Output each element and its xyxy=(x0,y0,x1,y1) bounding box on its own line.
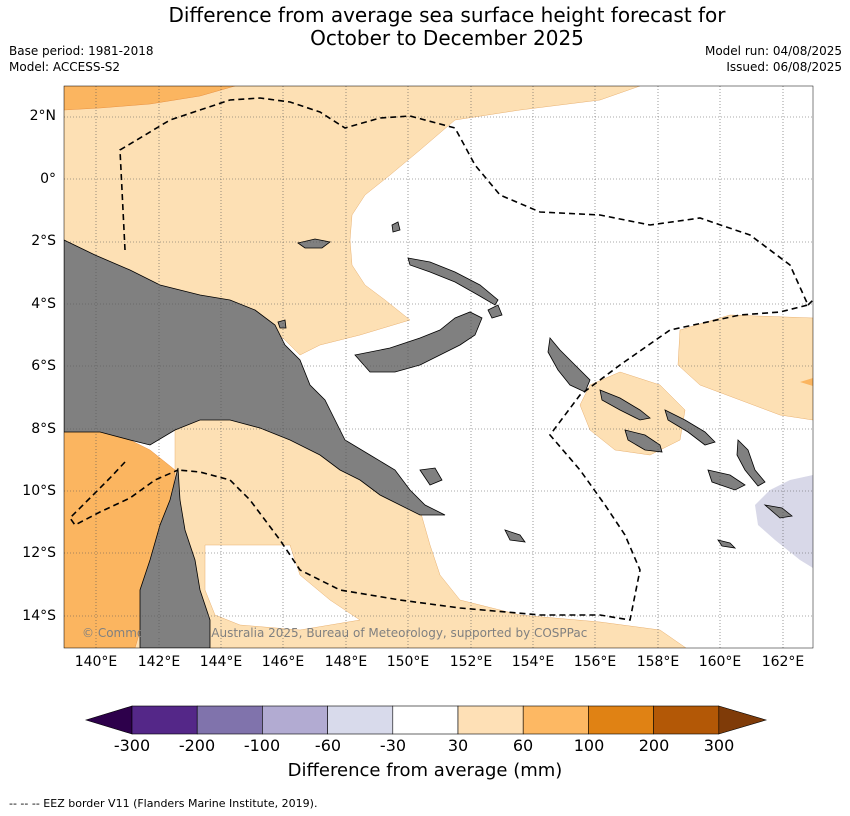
colorbar-tick-label: 200 xyxy=(638,736,670,755)
model-name: Model: ACCESS-S2 xyxy=(9,60,121,74)
colorbar-segment xyxy=(653,705,720,735)
colorbar-segment xyxy=(196,705,263,735)
lon-label: 156°E xyxy=(573,654,617,670)
anomaly-30-60-east xyxy=(677,314,813,421)
lat-label: 6°S xyxy=(31,358,56,374)
issued-date: Issued: 06/08/2025 xyxy=(726,60,842,74)
land-small-island-4 xyxy=(504,529,526,543)
colorbar-segment xyxy=(522,705,589,735)
lat-label: 2°N xyxy=(29,108,56,124)
anomaly-neg-region xyxy=(755,475,813,568)
lat-label: 2°S xyxy=(31,233,56,249)
land-small-island-5 xyxy=(277,319,287,329)
eez-border-solomons xyxy=(807,299,813,306)
anomaly-neutral-pocket xyxy=(204,544,361,631)
colorbar-tick-label: -100 xyxy=(243,736,281,755)
land-small-island-3 xyxy=(419,467,443,486)
land-small-island-6 xyxy=(717,539,737,549)
copyright-notice: © Commonwealth of Australia 2025, Bureau… xyxy=(82,626,587,640)
anomaly-60-100-north xyxy=(64,86,236,111)
land-cape-york xyxy=(139,467,211,648)
lon-label: 144°E xyxy=(199,654,243,670)
colorbar-extend-high xyxy=(718,705,768,735)
colorbar-segment xyxy=(457,705,524,735)
lon-label: 146°E xyxy=(261,654,305,670)
anomaly-30-60-region xyxy=(64,86,641,356)
land-new-britain xyxy=(354,311,483,373)
colorbar-segment xyxy=(262,705,328,735)
lon-label: 148°E xyxy=(324,654,368,670)
land-vanuatu-central xyxy=(763,504,793,519)
map-title: Difference from average sea surface heig… xyxy=(0,4,850,50)
lon-label: 152°E xyxy=(449,654,493,670)
lon-label: 140°E xyxy=(74,654,118,670)
grid-lines xyxy=(64,86,813,648)
colorbar-tick-label: -60 xyxy=(314,736,342,755)
land-solomon-malaita xyxy=(664,409,716,446)
anomaly-60-100-east-edge xyxy=(800,378,813,386)
lat-label: 0° xyxy=(40,171,56,187)
title-line-2: October to December 2025 xyxy=(310,26,584,50)
lat-label: 4°S xyxy=(31,296,56,312)
colorbar-title: Difference from average (mm) xyxy=(287,760,563,781)
base-period: Base period: 1981-2018 xyxy=(9,44,154,58)
land-vanuatu-north xyxy=(736,439,766,487)
colorbar xyxy=(84,705,768,735)
colorbar-segment xyxy=(392,705,459,735)
lon-label: 162°E xyxy=(761,654,805,670)
colorbar-tick-label: 60 xyxy=(512,736,534,755)
lat-label: 14°S xyxy=(22,608,56,624)
lon-label: 150°E xyxy=(386,654,430,670)
lon-label: 142°E xyxy=(137,654,181,670)
land-small-island-2 xyxy=(487,304,503,319)
land-solomon-guadalcanal xyxy=(624,429,663,453)
meta-left: Base period: 1981-2018 Model: ACCESS-S2 xyxy=(9,43,154,75)
eez-border-aus xyxy=(68,461,179,527)
land-small-island-1 xyxy=(391,221,401,233)
meta-right: Model run: 04/08/2025 Issued: 06/08/2025 xyxy=(705,43,842,75)
colorbar-tick-label: -200 xyxy=(178,736,216,755)
colorbar-segment xyxy=(588,705,654,735)
map-plot-area: © Commonwealth of Australia 2025, Bureau… xyxy=(64,86,813,648)
colorbar-tick-label: 30 xyxy=(447,736,469,755)
land-manus xyxy=(297,238,331,249)
eez-footnote: -- -- -- EEZ border V11 (Flanders Marine… xyxy=(9,797,318,810)
lat-label: 12°S xyxy=(22,545,56,561)
map-frame xyxy=(63,85,814,649)
land-solomon-choiseul xyxy=(599,389,651,421)
lat-label: 8°S xyxy=(31,421,56,437)
title-line-1: Difference from average sea surface heig… xyxy=(168,3,726,27)
land-new-ireland xyxy=(407,257,499,306)
colorbar-tick-label: 300 xyxy=(703,736,735,755)
colorbar-extend-low xyxy=(84,705,133,735)
lat-label: 10°S xyxy=(22,483,56,499)
colorbar-segment xyxy=(131,705,198,735)
colorbar-tick-label: 100 xyxy=(573,736,605,755)
colorbar-tick-label: -300 xyxy=(113,736,151,755)
lon-label: 154°E xyxy=(511,654,555,670)
colorbar-tick-label: -30 xyxy=(379,736,407,755)
land-makira xyxy=(707,469,746,491)
model-run: Model run: 04/08/2025 xyxy=(704,44,842,58)
colorbar-segment xyxy=(327,705,394,735)
lon-label: 158°E xyxy=(636,654,680,670)
lon-label: 160°E xyxy=(698,654,742,670)
